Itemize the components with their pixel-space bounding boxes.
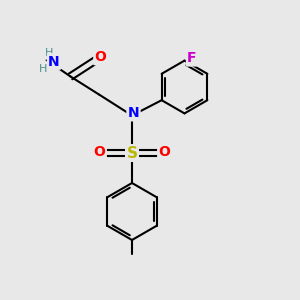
- Text: O: O: [158, 145, 170, 158]
- Text: H: H: [45, 48, 53, 59]
- Text: O: O: [94, 50, 106, 64]
- Text: H: H: [39, 64, 48, 74]
- Text: S: S: [127, 146, 137, 160]
- Text: O: O: [94, 145, 106, 158]
- Text: N: N: [48, 55, 60, 68]
- Text: N: N: [128, 106, 139, 120]
- Text: F: F: [187, 51, 197, 65]
